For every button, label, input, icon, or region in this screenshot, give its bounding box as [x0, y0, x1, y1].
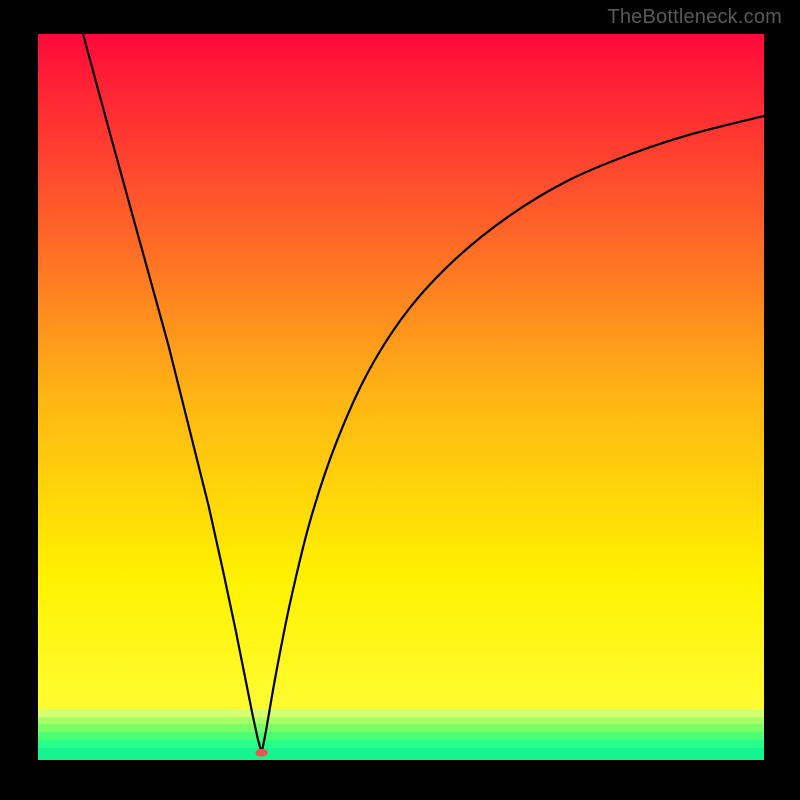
chart-plot-area: [38, 34, 764, 760]
watermark-text: TheBottleneck.com: [607, 6, 782, 29]
minimum-marker: [256, 749, 268, 757]
curve-path: [83, 34, 764, 753]
bottleneck-curve: [38, 34, 764, 760]
